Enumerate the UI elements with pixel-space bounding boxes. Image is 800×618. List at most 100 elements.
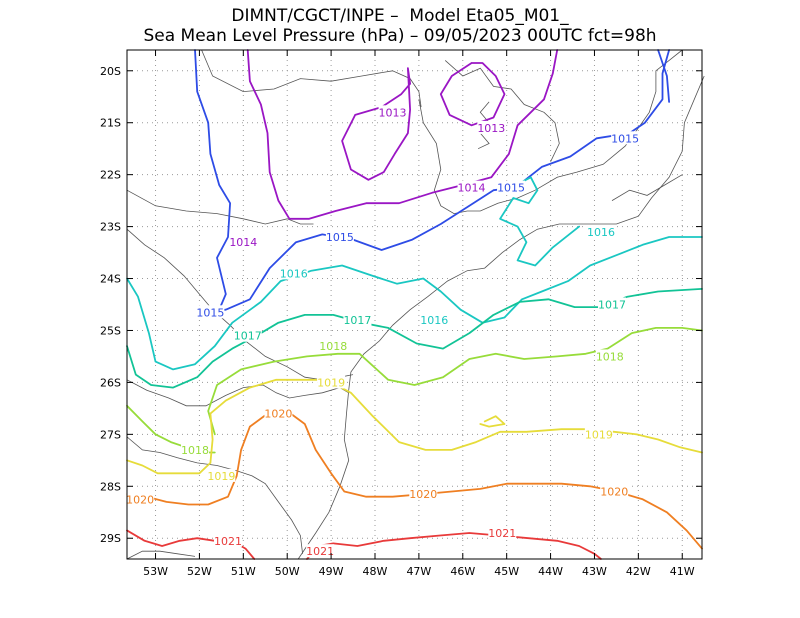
isobar-label-1019: 1019 xyxy=(585,428,613,441)
lon-tick-label: 44W xyxy=(538,565,563,578)
longitude-axis: 53W 52W 51W 50W 49W 48W 47W 46W 45W 44W 43W 42W 41W xyxy=(143,50,695,578)
isobar-label-1018: 1018 xyxy=(596,350,624,363)
isobar-1016 xyxy=(126,236,703,371)
isobar-label-1016: 1016 xyxy=(280,267,308,280)
isobar-1017 xyxy=(126,288,703,389)
isobar-label-1020: 1020 xyxy=(600,485,628,498)
state-boundary-line xyxy=(126,379,349,407)
state-boundary-line xyxy=(444,60,560,162)
lon-tick-label: 45W xyxy=(494,565,519,578)
isobar-label-1014: 1014 xyxy=(458,182,486,195)
map-frame xyxy=(126,49,703,560)
isobar-1015 xyxy=(657,49,670,103)
lat-tick-label: 21S xyxy=(100,117,121,130)
chart-title-line-2: Sea Mean Level Pressure (hPa) – 09/05/20… xyxy=(143,26,657,46)
isobar-label-1021: 1021 xyxy=(488,527,516,540)
isobar-label-1017: 1017 xyxy=(343,314,371,327)
lon-tick-label: 51W xyxy=(231,565,256,578)
isobar-label-bg xyxy=(207,468,236,482)
lat-tick-label: 24S xyxy=(100,273,121,286)
lat-tick-label: 29S xyxy=(100,532,121,545)
lat-tick-label: 28S xyxy=(100,480,121,493)
isobar-label-bg xyxy=(600,484,629,498)
isobar-label-1015: 1015 xyxy=(196,306,224,319)
isobar-label-bg xyxy=(378,105,407,119)
isobar-label-1013: 1013 xyxy=(379,106,407,119)
state-boundary-line xyxy=(201,49,422,108)
isobar-label-1015: 1015 xyxy=(326,231,354,244)
latitude-axis: 20S 21S 22S 23S 24S 25S 26S 27S 28S 29S xyxy=(100,65,702,545)
isobar-label-1019: 1019 xyxy=(207,470,235,483)
chart-title-line-1: DIMNT/CGCT/INPE – Model Eta05_M01_ xyxy=(231,6,569,26)
isobar-label-bg xyxy=(279,266,308,280)
lon-tick-label: 46W xyxy=(450,565,475,578)
isobar-label-bg xyxy=(306,544,335,558)
isobar-label-bg xyxy=(587,224,616,238)
isobar-label-1018: 1018 xyxy=(319,340,347,353)
isobar-1013 xyxy=(341,67,411,181)
isobar-label-1019: 1019 xyxy=(317,376,345,389)
lon-tick-label: 53W xyxy=(143,565,168,578)
isobar-label-bg xyxy=(213,533,242,547)
isobar-label-1016: 1016 xyxy=(587,226,615,239)
isobar-label-bg xyxy=(497,180,526,194)
isobar-label-bg xyxy=(595,349,624,363)
lat-tick-label: 26S xyxy=(100,376,121,389)
isobar-1015 xyxy=(194,49,670,316)
lat-tick-label: 27S xyxy=(100,428,121,441)
isobar-1014 xyxy=(246,49,559,220)
lon-tick-label: 41W xyxy=(670,565,695,578)
isobar-label-1020: 1020 xyxy=(264,408,292,421)
isobar-label-bg xyxy=(598,297,627,311)
isobar-label-1017: 1017 xyxy=(234,330,262,343)
isobar-label-1016: 1016 xyxy=(420,314,448,327)
lon-tick-label: 47W xyxy=(406,565,431,578)
isobar-label-bg xyxy=(229,235,258,249)
isobar-label-1021: 1021 xyxy=(306,545,334,558)
isobar-label-1017: 1017 xyxy=(598,299,626,312)
isobar-label-bg xyxy=(233,328,262,342)
lat-tick-label: 23S xyxy=(100,221,121,234)
isobar-label-bg xyxy=(126,492,155,506)
state-boundary-line xyxy=(348,75,705,391)
state-boundary-line xyxy=(418,49,683,215)
state-boundary-line xyxy=(126,550,196,560)
isobar-label-bg xyxy=(319,339,348,353)
lat-tick-label: 25S xyxy=(100,324,121,337)
isobar-1013 xyxy=(439,62,506,127)
isobar-label-bg xyxy=(325,229,354,243)
isobar-label-bg xyxy=(181,442,210,456)
isobar-label-bg xyxy=(343,313,372,327)
isobar-label-1013: 1013 xyxy=(477,122,505,135)
lon-tick-label: 48W xyxy=(363,565,388,578)
isobar-label-1018: 1018 xyxy=(181,444,209,457)
isobar-label-bg xyxy=(317,375,346,389)
isobar-label-bg xyxy=(420,313,449,327)
isobar-1019 xyxy=(479,415,506,428)
isobar-label-bg xyxy=(584,427,613,441)
isobar-1018 xyxy=(207,327,703,436)
isobar-label-bg xyxy=(264,406,293,420)
isobar-label-bg xyxy=(409,487,438,501)
isobar-labels: 1013 1013 1014 1014 1015 1015 1015 1015 1016 1016… xyxy=(126,105,640,558)
lon-tick-label: 49W xyxy=(319,565,344,578)
isobar-label-1020: 1020 xyxy=(409,488,437,501)
isobar-label-bg xyxy=(488,526,517,540)
isobar-1016 xyxy=(499,176,580,267)
isobar-label-1015: 1015 xyxy=(497,182,525,195)
isobar-label-1015: 1015 xyxy=(611,132,639,145)
lat-tick-label: 20S xyxy=(100,65,121,78)
lon-tick-label: 50W xyxy=(275,565,300,578)
lat-tick-label: 22S xyxy=(100,169,121,182)
isobar-label-1021: 1021 xyxy=(214,535,242,548)
isobar-1020 xyxy=(126,410,703,550)
lon-tick-label: 42W xyxy=(626,565,651,578)
isobar-label-bg xyxy=(477,120,506,134)
state-boundary-line xyxy=(126,189,314,225)
lon-tick-label: 43W xyxy=(582,565,607,578)
state-boundary-line xyxy=(297,390,350,560)
state-boundary-line xyxy=(611,174,683,201)
isobar-1021 xyxy=(306,532,602,560)
isobar-label-bg xyxy=(457,180,486,194)
